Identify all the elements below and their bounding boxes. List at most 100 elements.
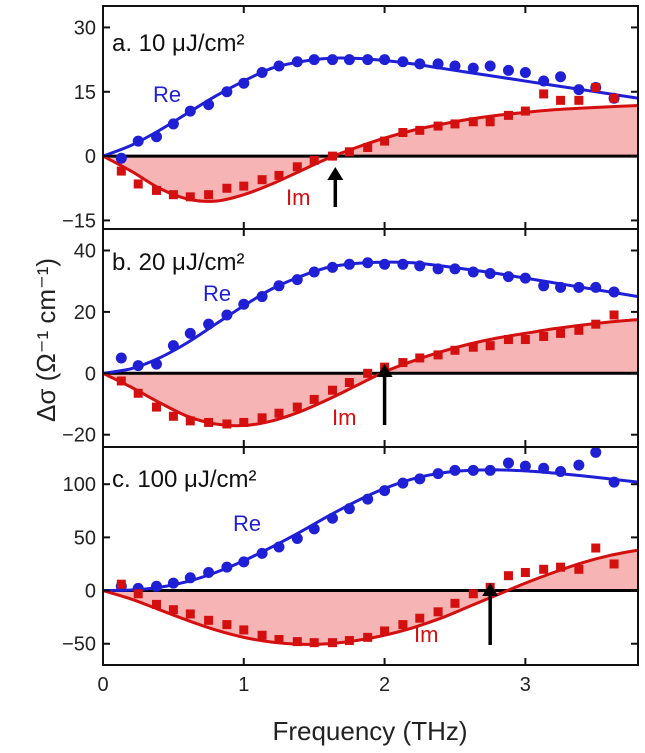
re-data-point xyxy=(502,64,514,76)
panel-title: c. 100 μJ/cm² xyxy=(112,466,257,493)
re-data-point xyxy=(379,485,391,497)
re-data-point xyxy=(221,561,233,573)
y-tick-label: 20 xyxy=(74,302,96,324)
im-data-point xyxy=(591,82,601,92)
re-data-point xyxy=(555,281,567,293)
x-axis-title: Frequency (THz) xyxy=(272,716,467,746)
im-data-point xyxy=(556,328,566,338)
re-data-point xyxy=(397,56,409,68)
im-data-point xyxy=(274,634,284,644)
re-data-point xyxy=(308,54,320,66)
re-data-point xyxy=(273,541,285,553)
re-data-point xyxy=(414,260,426,272)
re-data-point xyxy=(573,84,585,96)
im-data-point xyxy=(152,185,161,195)
im-data-point xyxy=(609,93,619,103)
im-data-point xyxy=(450,345,460,355)
panel-a: 30 15 0 −15 a. 10 μJ/cm² Re Im xyxy=(62,5,639,232)
re-data-point xyxy=(151,580,162,592)
y-tick-label: 30 xyxy=(74,17,96,39)
im-data-point xyxy=(591,319,601,329)
re-data-point xyxy=(555,465,567,477)
re-data-point xyxy=(449,263,461,275)
im-data-point xyxy=(556,562,566,572)
re-data-point xyxy=(343,258,355,270)
re-data-point xyxy=(326,54,338,66)
re-data-point xyxy=(467,464,479,476)
re-data-point xyxy=(590,281,602,293)
im-data-point xyxy=(415,613,425,623)
re-data-point xyxy=(343,54,355,66)
re-data-point xyxy=(555,71,567,83)
x-tick-label: 2 xyxy=(379,674,390,696)
y-tick-label: 15 xyxy=(74,82,96,104)
re-data-point xyxy=(484,268,496,280)
im-data-point xyxy=(591,543,601,553)
im-data-point xyxy=(133,388,143,398)
re-data-point xyxy=(379,258,391,270)
im-data-point xyxy=(450,119,460,129)
im-data-point xyxy=(363,143,373,153)
re-data-point xyxy=(449,464,461,476)
im-data-point xyxy=(152,599,161,609)
im-data-point xyxy=(344,636,354,646)
re-data-point xyxy=(484,464,496,476)
im-data-point xyxy=(185,609,195,619)
im-data-point xyxy=(274,170,284,180)
re-data-point xyxy=(467,266,479,278)
im-data-point xyxy=(380,626,390,636)
re-data-point xyxy=(151,358,162,370)
im-fill-area xyxy=(103,550,638,645)
re-data-point xyxy=(379,54,391,66)
im-data-point xyxy=(520,335,530,345)
re-data-point xyxy=(362,257,374,269)
panel-frame xyxy=(102,446,639,666)
im-data-point xyxy=(168,411,178,421)
im-data-point xyxy=(415,125,425,135)
im-data-point xyxy=(116,166,126,176)
im-data-point xyxy=(116,376,126,386)
im-data-point xyxy=(257,630,267,640)
im-data-point xyxy=(520,567,530,577)
re-data-point xyxy=(256,547,268,559)
im-data-point xyxy=(133,589,143,599)
im-fill-area xyxy=(103,105,638,202)
re-data-point xyxy=(273,60,285,72)
re-data-point xyxy=(519,66,531,78)
re-data-point xyxy=(432,263,444,275)
im-data-point xyxy=(574,325,584,335)
im-data-point xyxy=(116,579,126,589)
im-series-label: Im xyxy=(286,185,310,210)
y-tick-label: 100 xyxy=(63,474,96,496)
y-tick-label: 0 xyxy=(85,363,96,385)
re-data-point xyxy=(362,493,374,505)
im-data-point xyxy=(398,620,408,630)
re-data-point xyxy=(291,532,303,544)
re-data-point xyxy=(538,75,550,87)
crossing-arrow-head xyxy=(376,364,393,377)
im-fill-area xyxy=(103,319,638,426)
re-data-point xyxy=(414,58,426,70)
im-data-point xyxy=(433,607,443,617)
re-data-point xyxy=(308,266,320,278)
im-data-point xyxy=(398,358,408,368)
im-data-point xyxy=(539,89,549,99)
im-data-point xyxy=(168,605,178,615)
im-data-point xyxy=(609,310,619,320)
im-data-point xyxy=(556,95,566,105)
im-data-point xyxy=(398,128,408,138)
re-data-point xyxy=(573,459,585,471)
im-data-point xyxy=(204,615,214,625)
im-data-point xyxy=(257,175,267,185)
re-data-point xyxy=(203,318,215,330)
re-data-point xyxy=(502,271,514,283)
im-data-point xyxy=(185,416,195,426)
re-data-point xyxy=(291,274,303,286)
re-data-point xyxy=(203,566,215,578)
re-data-point xyxy=(256,291,268,303)
re-data-point xyxy=(256,66,268,78)
y-tick-label: 0 xyxy=(85,146,96,168)
im-data-point xyxy=(415,353,425,363)
re-data-point xyxy=(132,135,144,147)
